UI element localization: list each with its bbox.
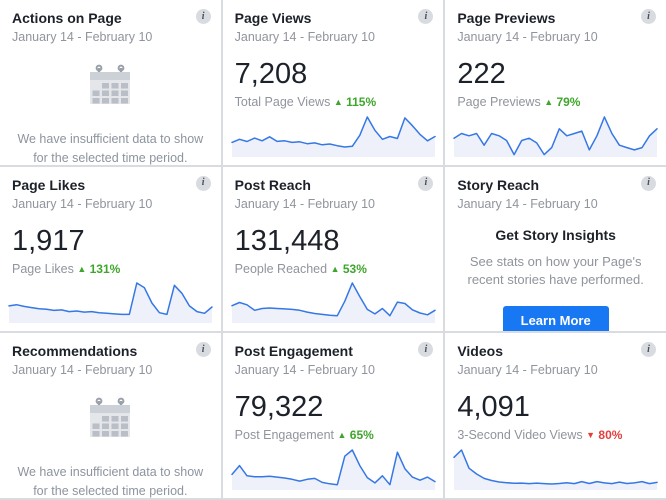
metric-value: 222 xyxy=(457,58,506,90)
trend-up-icon: ▲ xyxy=(337,430,347,441)
metric-label: People Reached xyxy=(234,261,328,276)
delta-badge: ▲ 79% xyxy=(544,95,580,109)
delta-percent: 115% xyxy=(346,94,377,109)
card-title: Story Reach xyxy=(457,176,540,193)
delta-percent: 79% xyxy=(556,94,581,109)
story-insights-heading: Get Story Insights xyxy=(495,226,616,243)
card-post-engagement[interactable]: i Post Engagement January 14 - February … xyxy=(222,333,444,498)
metric-label-row: People Reached ▲ 53% xyxy=(235,262,432,276)
trend-down-icon: ▼ xyxy=(586,430,596,441)
trend-up-icon: ▲ xyxy=(333,96,343,107)
metric-value: 1,917 xyxy=(12,224,85,257)
sparkline-chart[interactable] xyxy=(453,114,659,158)
info-icon[interactable]: i xyxy=(418,9,434,24)
metric-label: 3-Second Video Views xyxy=(457,428,583,443)
metric-label-row: Page Previews ▲ 79% xyxy=(457,95,654,109)
date-range: January 14 - February 10 xyxy=(234,196,376,211)
date-range: January 14 - February 10 xyxy=(12,30,153,44)
card-title: Actions on Page xyxy=(12,10,122,26)
trend-up-icon: ▲ xyxy=(330,263,340,274)
delta-badge: ▲ 115% xyxy=(334,95,376,109)
metric-label: Page Likes xyxy=(12,261,74,276)
trend-up-icon: ▲ xyxy=(77,263,87,274)
info-icon[interactable]: i xyxy=(418,342,434,358)
calendar-icon xyxy=(12,64,209,108)
date-range: January 14 - February 10 xyxy=(12,363,153,378)
sparkline-chart[interactable] xyxy=(453,447,659,491)
date-range: January 14 - February 10 xyxy=(457,363,598,378)
delta-badge: ▲ 53% xyxy=(331,262,367,276)
metric-label: Post Engagement xyxy=(234,428,335,443)
card-title: Recommendations xyxy=(12,343,138,360)
info-icon[interactable]: i xyxy=(195,175,211,191)
delta-percent: 65% xyxy=(349,428,374,443)
metric-label-row: Total Page Views ▲ 115% xyxy=(235,95,432,109)
card-title: Post Engagement xyxy=(234,343,353,360)
card-title: Page Likes xyxy=(12,176,86,193)
info-icon[interactable]: i xyxy=(418,175,434,191)
card-page-likes[interactable]: i Page Likes January 14 - February 10 1,… xyxy=(0,166,221,332)
card-page-previews[interactable]: i Page Previews January 14 - February 10… xyxy=(445,0,666,165)
card-page-views[interactable]: i Page Views January 14 - February 10 7,… xyxy=(222,0,444,165)
date-range: January 14 - February 10 xyxy=(457,196,598,211)
sparkline-chart[interactable] xyxy=(230,280,436,324)
story-insights-description: See stats on how your Page's recent stor… xyxy=(467,253,644,287)
metric-label-row: 3-Second Video Views ▼ 80% xyxy=(457,428,654,442)
delta-percent: 131% xyxy=(89,261,121,276)
card-videos[interactable]: i Videos January 14 - February 10 4,091 … xyxy=(445,333,666,498)
metric-label-row: Post Engagement ▲ 65% xyxy=(235,428,432,442)
metric-label: Total Page Views xyxy=(234,94,331,109)
card-title: Page Views xyxy=(234,10,312,26)
info-icon[interactable]: i xyxy=(195,342,211,358)
card-title: Videos xyxy=(457,343,503,360)
info-icon[interactable]: i xyxy=(641,9,656,24)
date-range: January 14 - February 10 xyxy=(234,363,376,378)
delta-percent: 53% xyxy=(342,261,367,276)
delta-percent: 80% xyxy=(598,428,623,443)
metric-value: 7,208 xyxy=(234,58,308,90)
card-recommendations[interactable]: i Recommendations January 14 - February … xyxy=(0,333,221,498)
insufficient-data-message: We have insufficient data to show for th… xyxy=(17,465,204,498)
metric-label-row: Page Likes ▲ 131% xyxy=(12,262,209,276)
card-post-reach[interactable]: i Post Reach January 14 - February 10 13… xyxy=(222,166,444,332)
sparkline-chart[interactable] xyxy=(230,447,436,491)
learn-more-button[interactable]: Learn More xyxy=(502,306,609,332)
delta-badge: ▼ 80% xyxy=(586,428,622,442)
calendar-icon xyxy=(12,397,209,441)
metric-value: 79,322 xyxy=(234,391,324,424)
card-title: Page Previews xyxy=(457,10,556,26)
trend-up-icon: ▲ xyxy=(544,96,554,107)
card-title: Post Reach xyxy=(234,176,311,193)
date-range: January 14 - February 10 xyxy=(12,196,153,211)
delta-badge: ▲ 65% xyxy=(338,428,374,442)
delta-badge: ▲ 131% xyxy=(77,262,120,276)
metric-label: Page Previews xyxy=(457,94,541,109)
info-icon[interactable]: i xyxy=(641,342,656,358)
sparkline-chart[interactable] xyxy=(230,114,436,158)
metric-value: 4,091 xyxy=(457,391,530,424)
sparkline-chart[interactable] xyxy=(8,280,213,324)
date-range: January 14 - February 10 xyxy=(457,30,598,44)
card-actions-on-page[interactable]: i Actions on Page January 14 - February … xyxy=(0,0,221,165)
info-icon[interactable]: i xyxy=(641,175,656,191)
metric-value: 131,448 xyxy=(234,224,340,257)
info-icon[interactable]: i xyxy=(195,9,211,24)
date-range: January 14 - February 10 xyxy=(234,30,376,44)
insufficient-data-message: We have insufficient data to show for th… xyxy=(17,132,204,165)
card-story-reach[interactable]: i Story Reach January 14 - February 10 G… xyxy=(445,166,666,332)
